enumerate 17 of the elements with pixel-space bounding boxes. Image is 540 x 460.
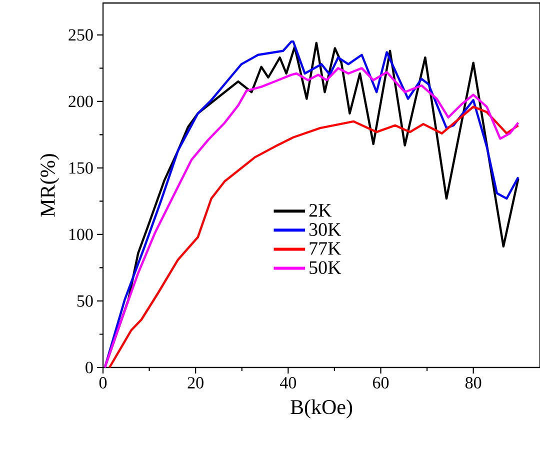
y-tick-label: 200 — [68, 96, 93, 108]
y-tick-label: 100 — [69, 228, 93, 240]
x-axis-title: B(kOe) — [290, 399, 352, 418]
x-tick-label: 0 — [99, 377, 107, 389]
legend-label: 50K — [310, 261, 342, 274]
y-tick-label: 50 — [77, 295, 93, 307]
y-axis-title: MR(%) — [40, 154, 60, 217]
legend-label: 2K — [309, 204, 332, 217]
x-tick-label: 40 — [280, 377, 296, 389]
x-tick-label: 80 — [465, 377, 482, 389]
y-tick-label: 0 — [86, 362, 93, 374]
legend-label: 30K — [309, 223, 342, 236]
y-tick-label: 150 — [69, 162, 93, 174]
legend-label: 77K — [310, 242, 342, 255]
x-tick-label: 60 — [372, 377, 389, 389]
x-tick-label: 20 — [188, 377, 204, 389]
y-tick-label: 250 — [68, 29, 93, 41]
